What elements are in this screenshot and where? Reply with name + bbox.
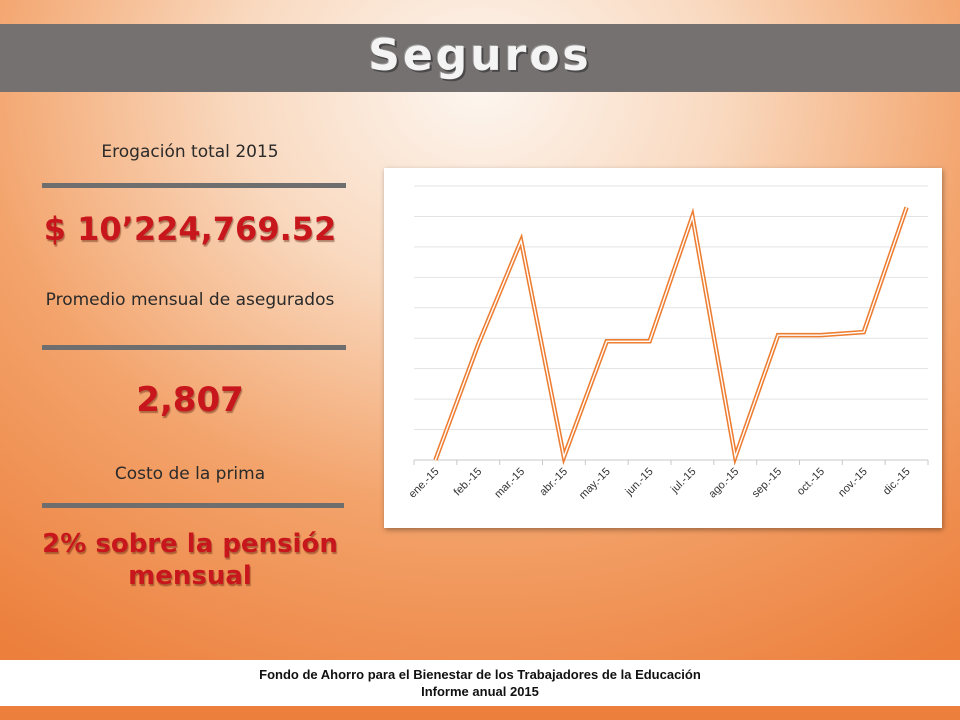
x-tick-label: feb.-15	[452, 466, 485, 499]
divider-cost	[42, 503, 344, 508]
x-axis	[413, 459, 929, 465]
total-label: Erogación total 2015	[101, 142, 279, 162]
x-tick-labels: ene.-15 feb.-15 mar.-15 abr.-15 may.-15 jun.-…	[407, 466, 913, 502]
avg-value: 2,807	[136, 380, 244, 420]
bottom-strip	[0, 706, 960, 720]
x-tick-label: jul.-15	[668, 466, 698, 496]
x-tick-label: oct.-15	[795, 466, 827, 498]
x-tick-label: ene.-15	[407, 466, 442, 501]
x-tick-label: dic.-15	[881, 466, 913, 498]
total-value: $ 10’224,769.52	[43, 210, 337, 248]
x-tick-label: mar.-15	[492, 466, 527, 501]
chart-series	[433, 206, 909, 466]
x-tick-label: nov.-15	[836, 466, 870, 500]
chart-card: ene.-15 feb.-15 mar.-15 abr.-15 may.-15 jun.-…	[384, 168, 942, 528]
x-tick-label: abr.-15	[537, 466, 570, 499]
cost-value: 2% sobre la pensión mensual	[42, 529, 338, 591]
series-line-highlight	[434, 207, 908, 461]
footer: Fondo de Ahorro para el Bienestar de los…	[0, 660, 960, 706]
line-chart: ene.-15 feb.-15 mar.-15 abr.-15 may.-15 jun.-…	[407, 185, 929, 502]
x-tick-label: jun.-15	[623, 466, 656, 499]
divider-total	[42, 183, 346, 188]
avg-label: Promedio mensual de asegurados	[45, 290, 335, 310]
title-bar	[0, 24, 960, 92]
page-title: Seguros	[368, 30, 592, 81]
cost-label: Costo de la prima	[114, 464, 266, 484]
footer-report: Informe anual 2015	[421, 684, 539, 699]
footer-org: Fondo de Ahorro para el Bienestar de los…	[259, 667, 701, 682]
divider-avg	[42, 345, 346, 350]
x-tick-label: may.-15	[577, 466, 613, 502]
x-tick-label: sep.-15	[750, 466, 784, 500]
x-tick-label: ago.-15	[707, 466, 742, 501]
